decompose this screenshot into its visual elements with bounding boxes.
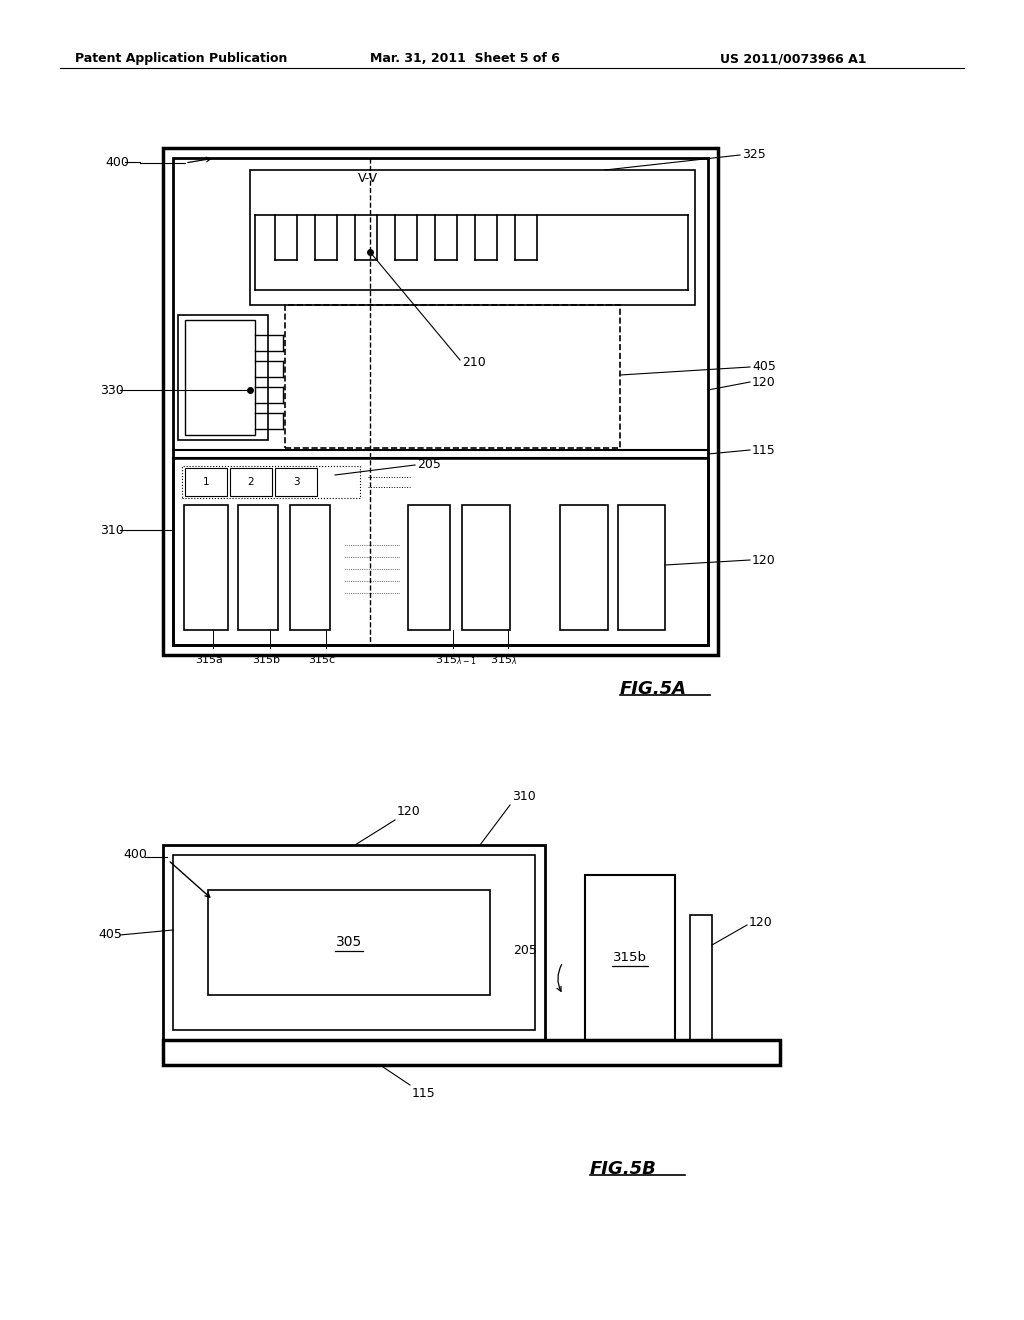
Text: 1: 1 — [203, 477, 209, 487]
Bar — [182, 466, 360, 498]
Text: 325: 325 — [742, 149, 766, 161]
Bar — [238, 506, 278, 630]
Text: V-V: V-V — [358, 172, 378, 185]
Text: 120: 120 — [397, 805, 421, 818]
Text: 400: 400 — [105, 156, 129, 169]
Text: 405: 405 — [752, 360, 776, 374]
Text: 315$_{\lambda-1}$: 315$_{\lambda-1}$ — [435, 653, 477, 667]
Bar — [462, 506, 510, 630]
Bar — [185, 319, 255, 436]
Bar — [185, 469, 227, 496]
Text: 305: 305 — [336, 936, 362, 949]
Text: 2: 2 — [248, 477, 254, 487]
Text: Mar. 31, 2011  Sheet 5 of 6: Mar. 31, 2011 Sheet 5 of 6 — [370, 51, 560, 65]
Text: US 2011/0073966 A1: US 2011/0073966 A1 — [720, 51, 866, 65]
Bar — [163, 148, 718, 655]
Bar — [230, 469, 272, 496]
Bar — [275, 469, 317, 496]
Text: 205: 205 — [513, 944, 537, 957]
Text: 120: 120 — [752, 375, 776, 388]
Text: 210: 210 — [462, 355, 485, 368]
Bar — [285, 305, 620, 447]
Text: 310: 310 — [512, 789, 536, 803]
Bar — [618, 506, 665, 630]
Bar — [408, 506, 450, 630]
Bar — [250, 170, 695, 305]
Text: 315a: 315a — [195, 655, 223, 665]
Bar — [173, 158, 708, 645]
Bar — [560, 506, 608, 630]
Text: 315b: 315b — [613, 950, 647, 964]
Text: 310: 310 — [100, 524, 124, 536]
Text: 120: 120 — [752, 553, 776, 566]
Bar — [173, 855, 535, 1030]
Bar — [184, 506, 228, 630]
Text: 315c: 315c — [308, 655, 335, 665]
Text: 315b: 315b — [252, 655, 280, 665]
Bar — [173, 458, 708, 645]
Text: 400: 400 — [123, 849, 146, 862]
Bar — [690, 915, 712, 1040]
Text: 120: 120 — [749, 916, 773, 929]
Text: 115: 115 — [752, 444, 776, 457]
Text: 315$_{\lambda}$: 315$_{\lambda}$ — [490, 653, 517, 667]
Bar — [178, 315, 268, 440]
Text: Patent Application Publication: Patent Application Publication — [75, 51, 288, 65]
Bar — [208, 890, 490, 995]
Bar — [163, 1040, 780, 1065]
Bar — [163, 845, 545, 1040]
Text: 3: 3 — [293, 477, 299, 487]
Bar — [585, 875, 675, 1040]
Bar — [290, 506, 330, 630]
Text: FIG.5B: FIG.5B — [590, 1160, 656, 1177]
Text: FIG.5A: FIG.5A — [620, 680, 687, 698]
Text: 405: 405 — [98, 928, 122, 941]
Text: 205: 205 — [417, 458, 441, 470]
Text: 115: 115 — [412, 1086, 436, 1100]
Text: 330: 330 — [100, 384, 124, 396]
